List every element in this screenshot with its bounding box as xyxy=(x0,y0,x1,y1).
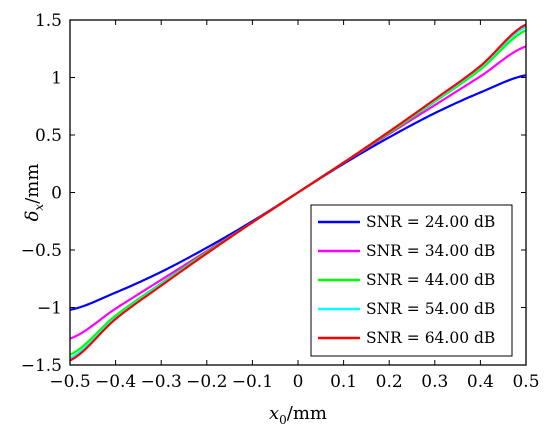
x-tick-label: 0.5 xyxy=(512,372,539,392)
x-tick-label: 0.2 xyxy=(376,372,403,392)
legend-label: SNR = 54.00 dB xyxy=(366,300,495,318)
x-tick-label: −0.1 xyxy=(232,372,273,392)
y-tick-label: −1 xyxy=(37,299,62,319)
series-line-5 xyxy=(69,23,527,362)
x-tick-label: 0.4 xyxy=(467,372,494,392)
legend-label: SNR = 64.00 dB xyxy=(366,329,495,347)
y-tick-label: −0.5 xyxy=(21,241,62,261)
x-tick-label: 0 xyxy=(293,372,304,392)
x-tick-label: −0.4 xyxy=(95,372,136,392)
x-axis-label: x0/mm xyxy=(269,403,327,427)
legend-label: SNR = 44.00 dB xyxy=(366,271,495,289)
legend: SNR = 24.00 dB SNR = 34.00 dB SNR = 44.00 … xyxy=(310,204,513,357)
x-tick-label: 0.1 xyxy=(330,372,357,392)
x-tick-label: −0.5 xyxy=(49,372,90,392)
legend-label: SNR = 34.00 dB xyxy=(366,242,495,260)
ticks-layer: −0.5 −0.4 −0.3 −0.2 −0.1 0 0.1 0.2 0.3 0.4 0.5−1.5… xyxy=(21,11,540,392)
x-tick-label: 0.3 xyxy=(421,372,448,392)
x-tick-label: −0.3 xyxy=(141,372,182,392)
y-tick-label: −1.5 xyxy=(21,356,62,376)
legend-label: SNR = 24.00 dB xyxy=(366,213,495,231)
y-tick-label: 0.5 xyxy=(35,126,62,146)
y-axis-label: δx/mm xyxy=(22,164,46,222)
y-tick-label: 0 xyxy=(51,184,62,204)
y-tick-label: 1.5 xyxy=(35,11,62,31)
y-tick-label: 1 xyxy=(51,69,62,89)
x-tick-label: −0.2 xyxy=(186,372,227,392)
series-layer xyxy=(69,23,527,362)
